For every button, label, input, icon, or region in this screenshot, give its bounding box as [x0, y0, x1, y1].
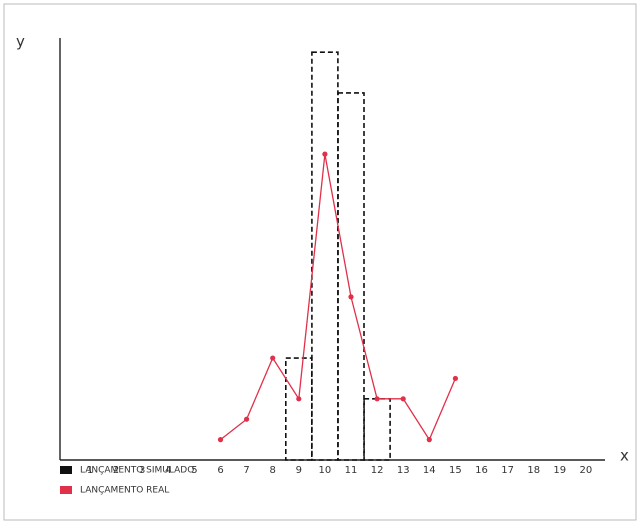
- x-tick-label: 2: [113, 465, 119, 476]
- x-tick-label: 7: [243, 465, 249, 476]
- line: [220, 154, 456, 441]
- x-tick-label: 12: [371, 465, 384, 476]
- x-tick-label: 1: [87, 465, 93, 476]
- bar: [311, 51, 339, 461]
- point: [348, 294, 354, 300]
- legend-swatch: [60, 466, 72, 474]
- x-tick-label: 15: [449, 465, 462, 476]
- bar: [337, 92, 365, 461]
- x-axis-label: x: [620, 447, 629, 465]
- x-tick-label: 4: [165, 465, 171, 476]
- legend-label: LANÇAMENTO SIMULADO: [80, 466, 194, 476]
- bar: [284, 357, 313, 461]
- point: [217, 437, 224, 443]
- point: [400, 396, 406, 402]
- x-tick-label: 6: [217, 465, 223, 476]
- x-tick-label: 14: [423, 465, 436, 476]
- point: [244, 416, 250, 422]
- x-tick-label: 10: [319, 465, 332, 476]
- x-tick-label: 16: [475, 465, 488, 476]
- point: [322, 151, 328, 157]
- bar: [363, 398, 391, 461]
- x-tick-label: 17: [501, 465, 514, 476]
- legend-label: LANÇAMENTO REAL: [80, 486, 169, 496]
- point: [270, 355, 276, 361]
- x-tick-label: 3: [139, 465, 145, 476]
- x-tick-label: 11: [345, 465, 358, 476]
- frame: [3, 3, 637, 521]
- x-tick-label: 9: [296, 465, 302, 476]
- x-tick-label: 19: [553, 465, 566, 476]
- point: [374, 396, 380, 402]
- x-tick-label: 18: [527, 465, 540, 476]
- x-tick-label: 5: [191, 465, 197, 476]
- x-tick-label: 20: [580, 465, 593, 476]
- y-axis-label: y: [16, 33, 25, 51]
- x-tick-label: 13: [397, 465, 410, 476]
- x-tick-label: 8: [270, 465, 276, 476]
- point: [452, 375, 458, 382]
- point: [426, 437, 432, 443]
- point: [296, 396, 302, 402]
- legend-swatch: [60, 486, 72, 494]
